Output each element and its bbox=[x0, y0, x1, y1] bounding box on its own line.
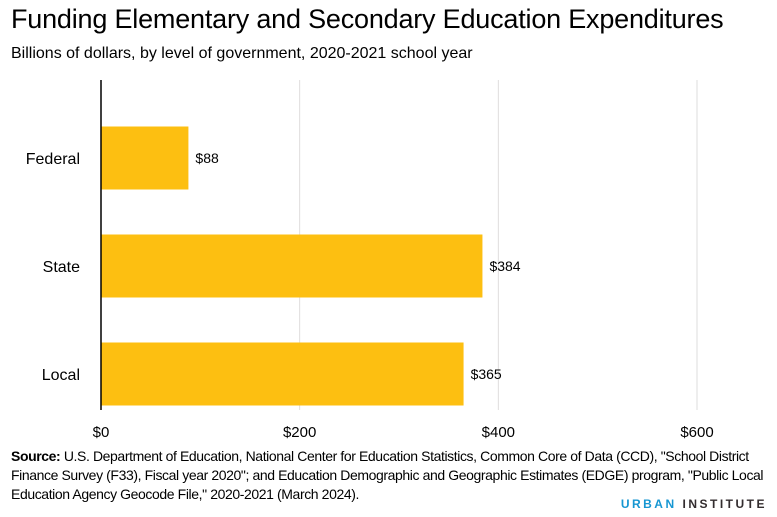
bar-federal bbox=[101, 126, 189, 190]
source-text: U.S. Department of Education, National C… bbox=[11, 448, 764, 502]
logo-part-urban: URBAN bbox=[620, 497, 677, 511]
urban-institute-logo: URBAN INSTITUTE bbox=[621, 497, 767, 511]
x-tick-label: $200 bbox=[283, 424, 316, 441]
x-tick-label: $400 bbox=[482, 424, 515, 441]
source-note: Source: U.S. Department of Education, Na… bbox=[11, 447, 771, 504]
bar-local bbox=[101, 342, 464, 406]
data-label: $88 bbox=[195, 150, 219, 166]
chart-subtitle: Billions of dollars, by level of governm… bbox=[11, 45, 473, 62]
bar-chart: $0 $200 $400 $600 Federal $88 State $384 Local $3… bbox=[26, 80, 714, 441]
data-label: $384 bbox=[489, 258, 520, 274]
bar-state bbox=[101, 234, 483, 298]
category-label: Federal bbox=[26, 151, 80, 168]
logo-part-institute: INSTITUTE bbox=[682, 497, 767, 511]
x-tick-label: $600 bbox=[680, 424, 713, 441]
category-label: State bbox=[43, 259, 80, 276]
x-tick-label: $0 bbox=[93, 424, 110, 441]
source-label: Source: bbox=[11, 448, 61, 464]
category-label: Local bbox=[42, 367, 80, 384]
chart-title: Funding Elementary and Secondary Educati… bbox=[11, 4, 724, 34]
data-label: $365 bbox=[471, 366, 502, 382]
